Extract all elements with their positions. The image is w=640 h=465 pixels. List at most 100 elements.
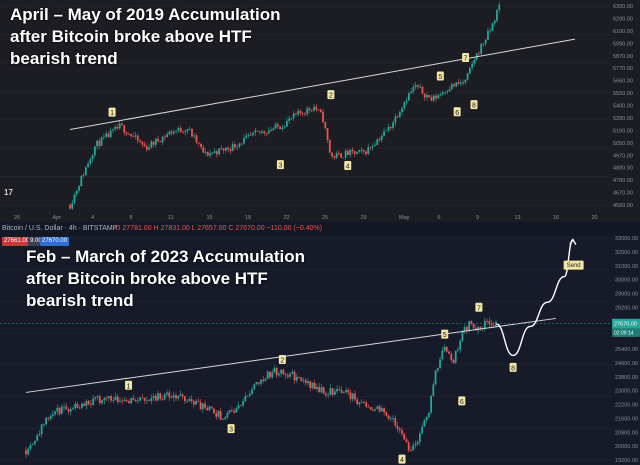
candle	[325, 393, 327, 396]
price-tick: 24600.00	[615, 361, 638, 367]
candle	[116, 396, 119, 402]
chart-2019-title: April – May of 2019 Accumulation after B…	[10, 4, 281, 70]
candle	[123, 125, 126, 133]
price-tick: 5050.00	[613, 141, 633, 147]
candle	[309, 381, 312, 389]
candle	[166, 392, 168, 395]
candle	[222, 148, 225, 151]
candle	[306, 108, 309, 114]
wave-label-8-bg	[470, 100, 478, 110]
candle	[483, 320, 486, 329]
candle	[238, 143, 241, 147]
candle	[161, 136, 164, 143]
candle	[466, 327, 468, 332]
candle	[82, 175, 85, 177]
candle	[188, 128, 191, 130]
candle	[252, 132, 254, 136]
wave-label-7-text: 7	[477, 305, 481, 312]
candle	[387, 415, 390, 419]
candle	[179, 394, 182, 397]
sell-price-button[interactable]: 27661.00	[2, 237, 32, 246]
candle	[407, 93, 410, 101]
candle	[396, 425, 399, 429]
candle	[320, 387, 323, 393]
candle	[233, 411, 236, 413]
candle	[264, 379, 267, 381]
wave-label-1: 1	[108, 107, 116, 117]
candle	[464, 79, 467, 83]
candle	[96, 140, 99, 147]
candle	[295, 376, 298, 381]
candle	[423, 420, 426, 427]
candle	[441, 350, 444, 360]
wave-label-8: 8	[470, 100, 478, 110]
current-time-tag	[612, 328, 640, 337]
candle	[439, 94, 442, 96]
title-line-2: after Bitcoin broke above HTF	[26, 269, 268, 288]
price-tick: 4670.00	[613, 191, 633, 197]
candle	[199, 402, 202, 410]
price-tick: 5400.00	[613, 104, 633, 110]
candle	[81, 403, 83, 408]
candle	[486, 320, 488, 322]
candle	[407, 442, 410, 451]
candle	[300, 377, 303, 381]
candle	[83, 403, 86, 406]
candle	[425, 417, 428, 421]
candle	[445, 347, 448, 352]
candle	[394, 116, 397, 123]
candle	[269, 371, 271, 378]
candle	[480, 44, 483, 54]
wave-label-8-text: 8	[472, 103, 476, 110]
candle	[188, 399, 191, 401]
candle	[38, 434, 41, 436]
wave-label-5-bg	[436, 71, 444, 81]
candle	[152, 141, 155, 145]
candle	[459, 340, 462, 350]
candle	[383, 408, 385, 413]
candles	[25, 317, 497, 458]
htf-trendline	[69, 38, 576, 131]
candle	[472, 323, 475, 328]
candle	[98, 396, 101, 404]
candle	[103, 397, 106, 401]
candle	[358, 150, 361, 152]
candle	[459, 82, 462, 84]
wave-label-5: 5	[436, 71, 444, 81]
candle	[336, 388, 338, 392]
candle	[168, 392, 171, 398]
candle	[85, 400, 88, 406]
candle	[432, 384, 435, 396]
candle	[317, 109, 320, 111]
title-line-3: bearish trend	[10, 49, 118, 68]
candle	[333, 156, 336, 158]
candle	[362, 149, 365, 152]
candle	[353, 151, 356, 154]
candle	[222, 419, 224, 420]
candle	[107, 396, 110, 399]
price-tick: 5280.00	[613, 116, 633, 122]
candle	[43, 424, 45, 425]
candle	[313, 382, 316, 390]
candle	[265, 132, 268, 134]
candle	[247, 134, 250, 136]
candle	[412, 445, 415, 451]
candle	[463, 327, 466, 331]
price-tick: 4970.00	[613, 153, 633, 159]
candle	[74, 403, 77, 409]
candle	[492, 325, 495, 326]
candle	[437, 95, 440, 99]
time-tick: 8	[130, 215, 133, 221]
candle	[293, 371, 296, 381]
candle	[313, 106, 315, 111]
candle	[333, 391, 336, 395]
candle	[231, 144, 234, 151]
candle	[170, 131, 173, 134]
candle	[163, 136, 166, 138]
candle	[493, 20, 496, 24]
candle	[218, 148, 221, 155]
buy-price-button[interactable]: 27670.00	[40, 237, 70, 246]
candle	[237, 405, 240, 409]
candle	[363, 402, 365, 403]
symbol-name[interactable]: Bitcoin / U.S. Dollar · 4h · BITSTAMP	[2, 225, 118, 232]
